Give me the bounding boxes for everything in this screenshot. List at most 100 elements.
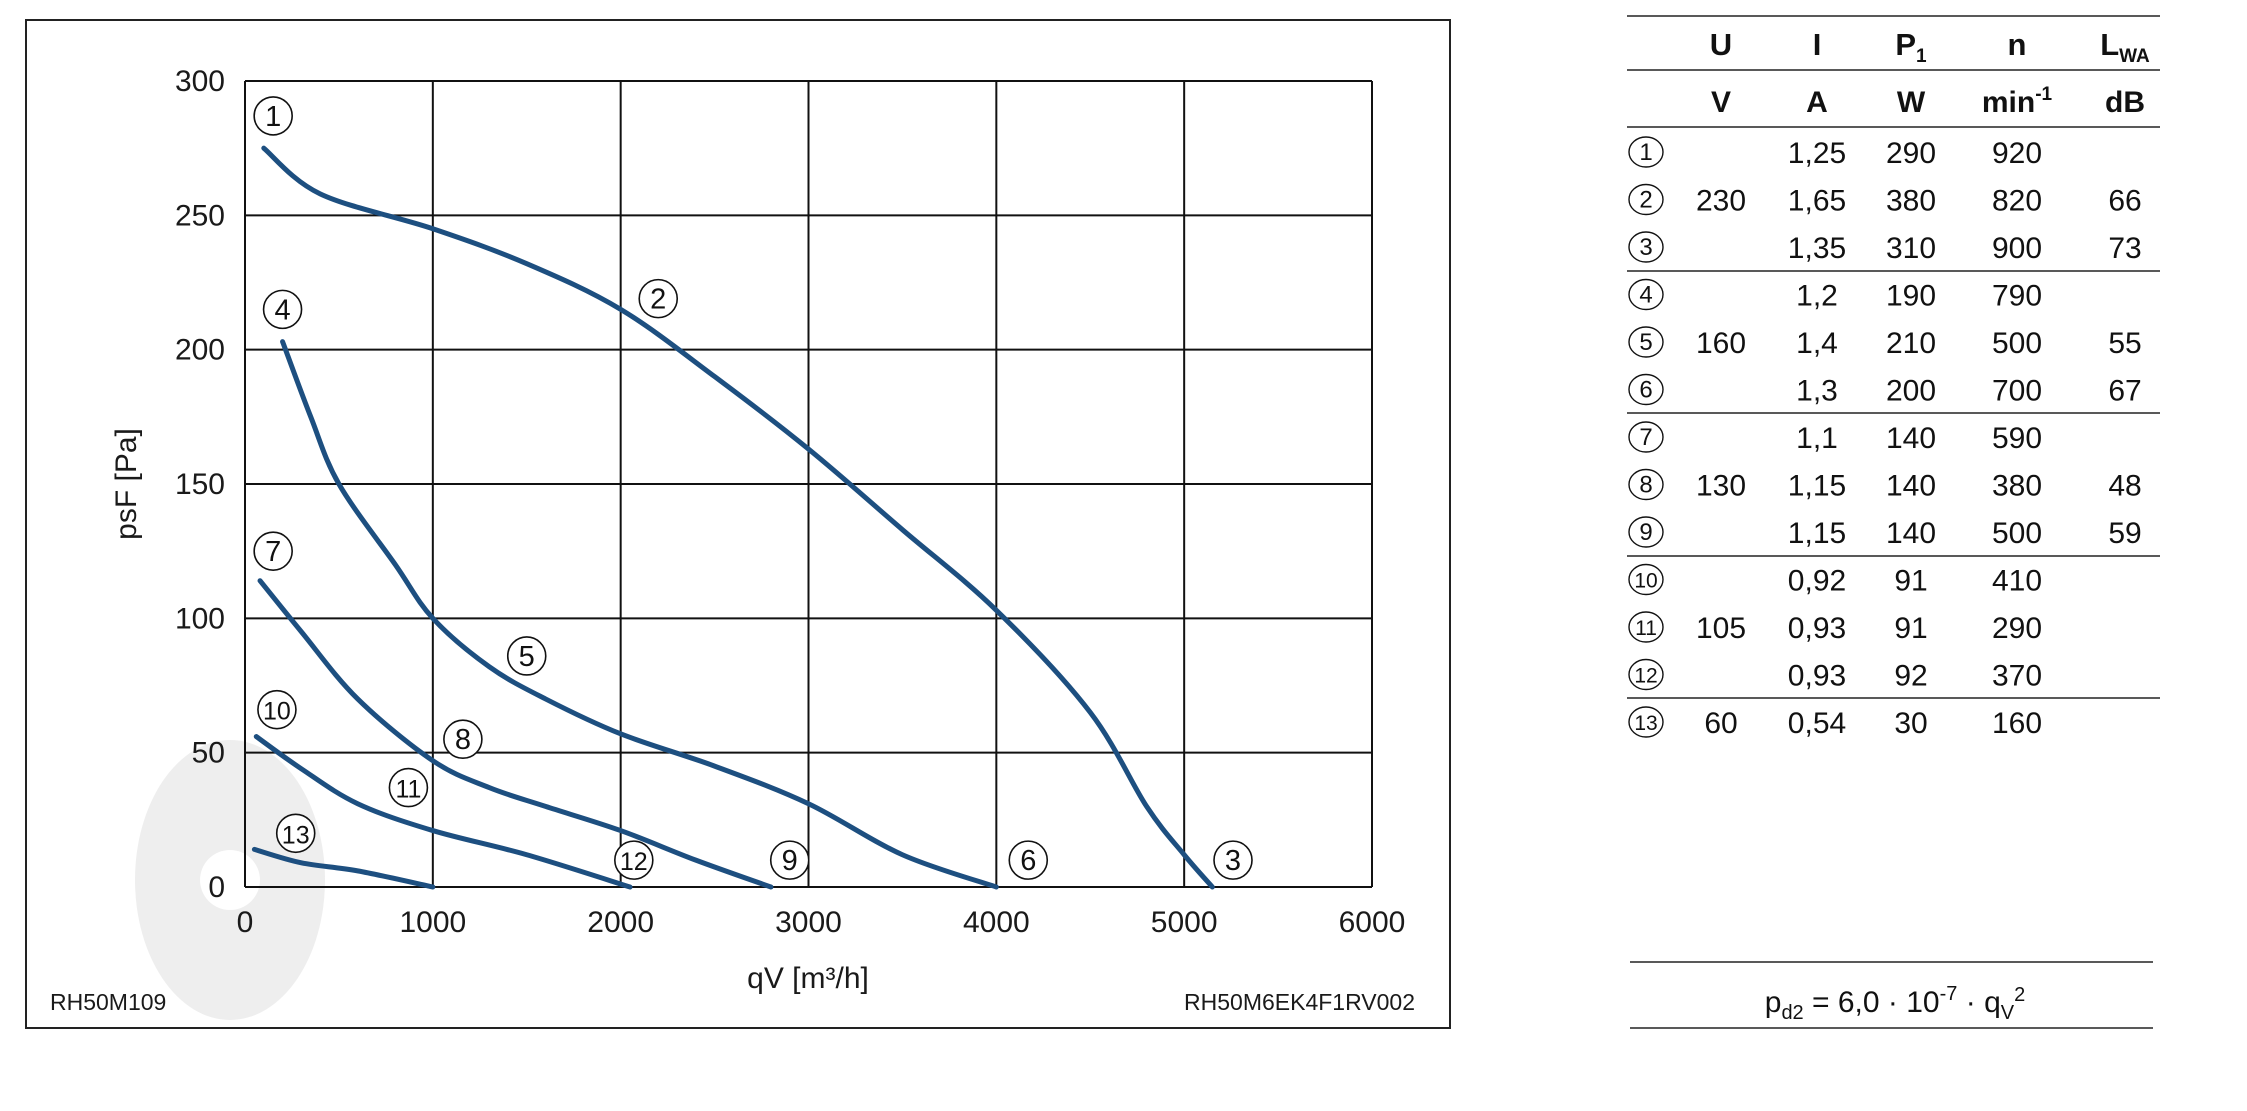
cell-n: 590 (1992, 422, 2042, 455)
curve-label-11: 11 (388, 767, 429, 808)
cell-P: 92 (1894, 660, 1927, 693)
y-tick-labels: 0 50 100 150 200 250 300 (175, 65, 225, 904)
row-id: 5 (1639, 329, 1652, 356)
svg-text:4: 4 (274, 294, 290, 326)
cell-I: 0,93 (1788, 660, 1846, 693)
x-tick-labels: 0 1000 2000 3000 4000 5000 6000 (237, 906, 1406, 939)
cell-I: 0,54 (1788, 707, 1846, 740)
table-row: 12 0,93 92 370 (1628, 658, 2042, 693)
curve-label-7: 7 (253, 531, 293, 571)
row-id: 12 (1634, 665, 1657, 688)
cell-U: 230 (1696, 185, 1746, 218)
footer-left: RH50M109 (50, 989, 166, 1015)
cell-U: 60 (1704, 707, 1737, 740)
cell-I: 1,25 (1788, 137, 1846, 170)
curves (251, 145, 1215, 890)
grid (244, 80, 1373, 888)
cell-n: 820 (1992, 185, 2042, 218)
row-id: 7 (1639, 424, 1652, 451)
table-row: 1 1,25 290 920 (1628, 136, 2042, 170)
cell-P: 380 (1886, 185, 1936, 218)
table-row: 7 1,1 140 590 (1628, 421, 2042, 455)
row-id: 6 (1639, 377, 1652, 404)
svg-text:1: 1 (265, 101, 281, 133)
y-tick-label: 150 (175, 468, 225, 501)
cell-L: 66 (2108, 185, 2141, 218)
row-id: 13 (1634, 712, 1657, 735)
curve-label-8: 8 (443, 719, 483, 760)
row-id-circle (1628, 516, 1664, 548)
cell-n: 380 (1992, 470, 2042, 503)
table-row: 11 105 0,93 91 290 (1628, 611, 2042, 645)
dynamic-pressure-formula: pd2 = 6,0 · 10-7 · qV2 (1765, 983, 2026, 1024)
cell-n: 160 (1992, 707, 2042, 740)
curve-series-3 (257, 578, 774, 890)
cell-P: 91 (1894, 565, 1927, 598)
cell-P: 210 (1886, 327, 1936, 360)
curve-series-1 (261, 145, 1215, 890)
cell-I: 0,92 (1788, 565, 1846, 598)
svg-text:5: 5 (519, 641, 535, 673)
row-id: 1 (1639, 139, 1652, 166)
svg-text:10: 10 (263, 698, 291, 726)
cell-L: 67 (2108, 375, 2141, 408)
row-id-circle (1628, 611, 1664, 643)
x-axis-label: qV [m³/h] (747, 962, 869, 995)
cell-I: 0,93 (1788, 612, 1846, 645)
cell-L: 59 (2108, 517, 2141, 550)
curve-label-12: 12 (614, 840, 654, 880)
table-row: 13 60 0,54 30 160 (1628, 706, 2042, 740)
row-id-circle (1628, 563, 1664, 596)
svg-text:2: 2 (650, 284, 666, 316)
row-id: 8 (1639, 472, 1652, 499)
curve-label-1: 1 (253, 96, 293, 136)
cell-n: 500 (1992, 517, 2042, 550)
table-row: 5 160 1,4 210 500 55 (1628, 326, 2142, 360)
table-row: 9 1,15 140 500 59 (1628, 516, 2142, 550)
svg-text:11: 11 (395, 776, 421, 804)
cell-I: 1,3 (1796, 375, 1838, 408)
cell-n: 900 (1992, 232, 2042, 265)
x-tick-label: 1000 (399, 906, 466, 939)
curve-label-13: 13 (275, 813, 316, 854)
cell-I: 1,35 (1788, 232, 1846, 265)
x-tick-label: 0 (237, 906, 254, 939)
cell-P: 140 (1886, 517, 1936, 550)
cell-L: 55 (2108, 327, 2141, 360)
row-id: 11 (1635, 617, 1657, 640)
svg-text:6: 6 (1020, 845, 1036, 877)
watermark-fan-logo (135, 740, 325, 1020)
row-id: 2 (1639, 187, 1652, 214)
table-row: 3 1,35 310 900 73 (1628, 231, 2142, 265)
svg-text:13: 13 (282, 821, 310, 849)
cell-P: 91 (1894, 612, 1927, 645)
curve-label-9: 9 (769, 840, 810, 880)
cell-U: 130 (1696, 470, 1746, 503)
footer-right: RH50M6EK4F1RV002 (1184, 989, 1415, 1015)
row-id: 9 (1639, 519, 1652, 546)
cell-n: 290 (1992, 612, 2042, 645)
table-row: 2 230 1,65 380 820 66 (1628, 183, 2142, 218)
curve-label-4: 4 (262, 289, 303, 330)
column-unit: A (1806, 86, 1828, 119)
column-unit: min-1 (1982, 84, 2053, 119)
column-header: P1 (1895, 27, 1927, 67)
svg-text:8: 8 (455, 724, 471, 756)
x-tick-label: 3000 (775, 906, 842, 939)
column-header: I (1813, 27, 1822, 62)
chart-frame (25, 19, 1451, 1029)
table-row: 4 1,2 190 790 (1628, 278, 2042, 313)
table-row: 8 130 1,15 140 380 48 (1628, 468, 2142, 503)
svg-text:9: 9 (782, 845, 798, 877)
y-tick-label: 50 (192, 737, 225, 770)
column-header: n (2008, 27, 2027, 62)
curve-label-5: 5 (506, 636, 547, 676)
y-tick-label: 200 (175, 334, 225, 367)
x-tick-label: 5000 (1151, 906, 1218, 939)
cell-n: 410 (1992, 565, 2042, 598)
curve-label-6: 6 (1008, 840, 1049, 880)
row-id-circle (1628, 231, 1664, 263)
